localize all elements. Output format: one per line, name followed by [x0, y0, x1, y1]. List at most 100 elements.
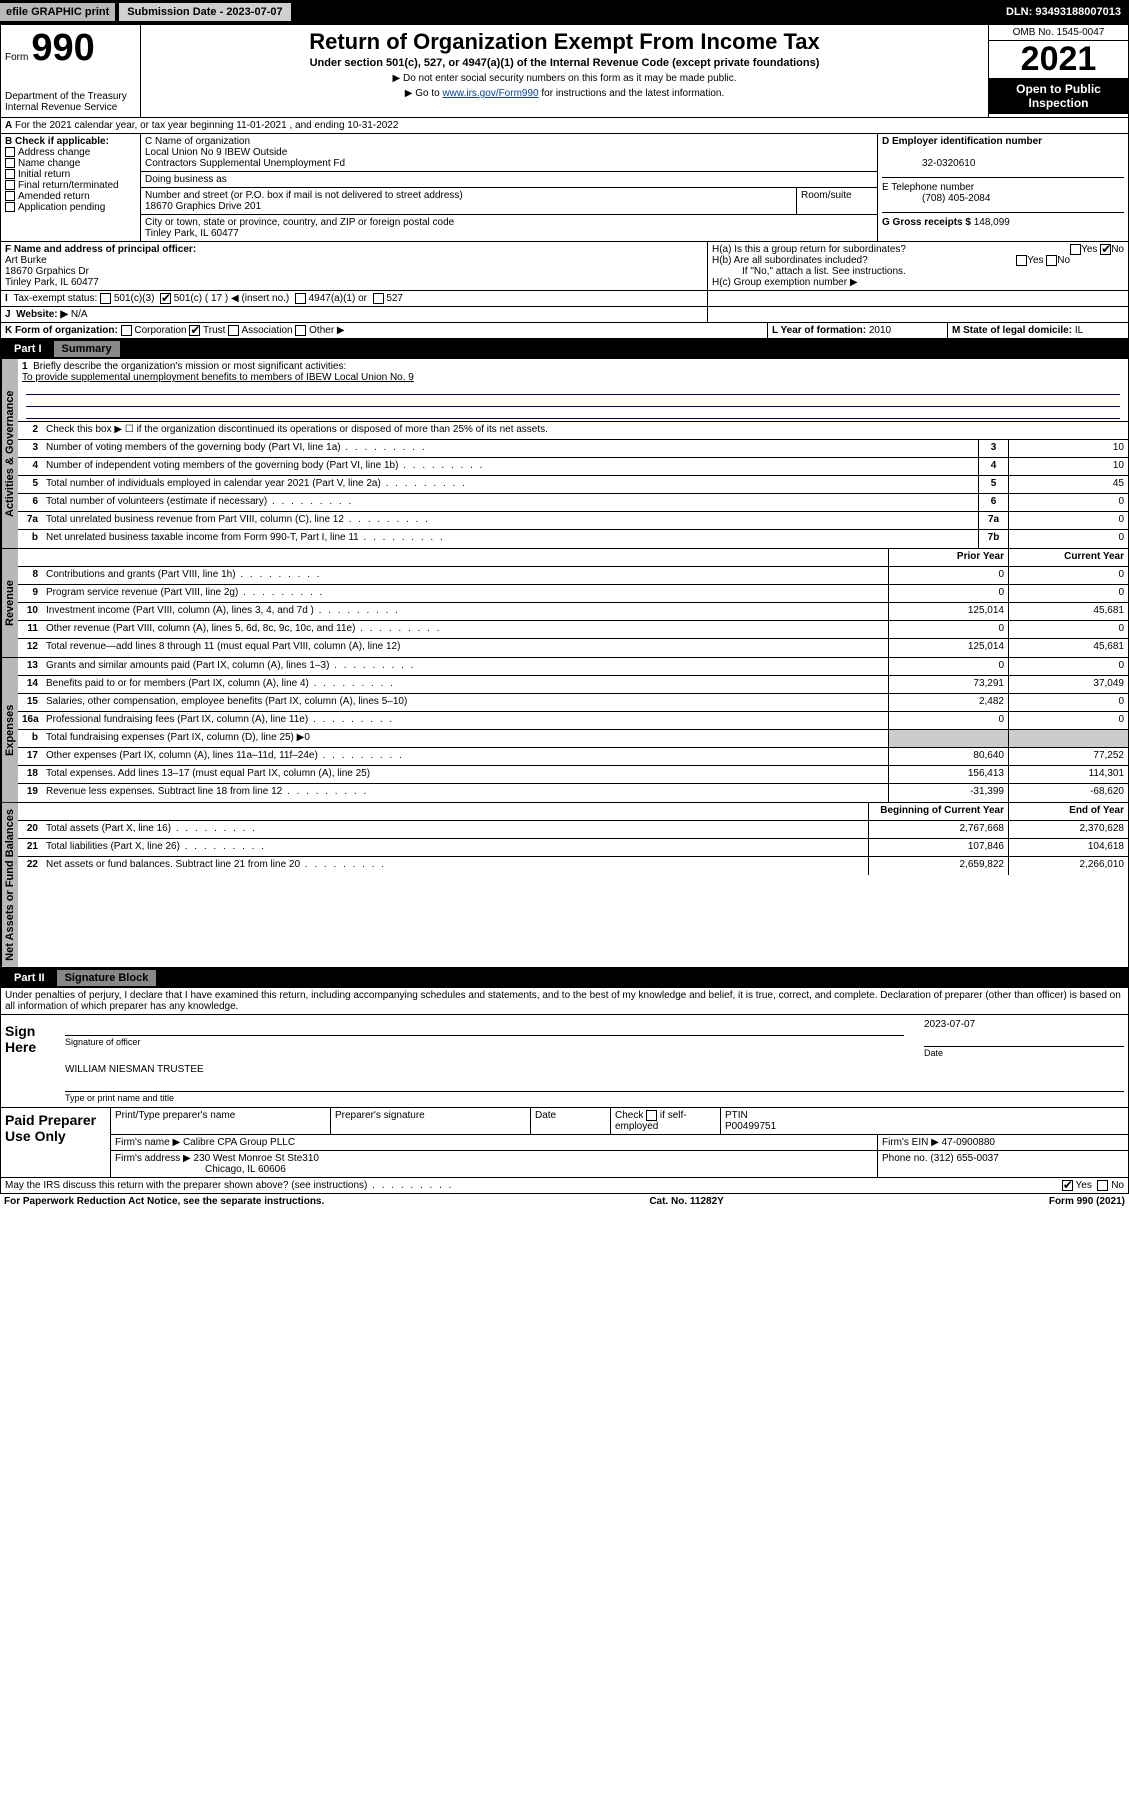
org-name-2: Contractors Supplemental Unemployment Fd [145, 158, 345, 169]
ck-501c[interactable] [160, 293, 171, 304]
expenses-section: Expenses 13Grants and similar amounts pa… [0, 658, 1129, 803]
ck-corp[interactable] [121, 325, 132, 336]
discuss-yes[interactable] [1062, 1180, 1073, 1191]
discuss-q: May the IRS discuss this return with the… [5, 1180, 1062, 1191]
l6: Total number of volunteers (estimate if … [42, 494, 978, 511]
discuss-no[interactable] [1097, 1180, 1108, 1191]
c15: 0 [1008, 694, 1128, 711]
checkbox-final-return[interactable] [5, 180, 15, 190]
pra-notice: For Paperwork Reduction Act Notice, see … [4, 1196, 324, 1207]
row-fh: F Name and address of principal officer:… [0, 242, 1129, 291]
c10: 45,681 [1008, 603, 1128, 620]
firm-ein: 47-0900880 [942, 1137, 995, 1148]
irs-link[interactable]: www.irs.gov/Form990 [442, 88, 538, 99]
v7b: 0 [1008, 530, 1128, 548]
hc-label: H(c) Group exemption number ▶ [712, 277, 858, 288]
p12: 125,014 [888, 639, 1008, 657]
lbl-501c: 501(c) ( 17 ) ◀ (insert no.) [174, 293, 290, 304]
row-i: I Tax-exempt status: 501(c)(3) 501(c) ( … [0, 291, 1129, 307]
ck-4947[interactable] [295, 293, 306, 304]
v4: 10 [1008, 458, 1128, 475]
website-value: N/A [71, 309, 88, 320]
l17: Other expenses (Part IX, column (A), lin… [42, 748, 888, 765]
l20: Total assets (Part X, line 16) [42, 821, 868, 838]
officer-name: Art Burke [5, 255, 47, 266]
footer: For Paperwork Reduction Act Notice, see … [0, 1194, 1129, 1209]
ck-527[interactable] [373, 293, 384, 304]
c22: 2,266,010 [1008, 857, 1128, 875]
l5: Total number of individuals employed in … [42, 476, 978, 493]
firm-addr2: Chicago, IL 60606 [205, 1164, 286, 1175]
hb-yes-lbl: Yes [1027, 255, 1043, 266]
checkbox-amended[interactable] [5, 191, 15, 201]
cb-label-3: Final return/terminated [18, 180, 119, 191]
tab-revenue: Revenue [1, 549, 18, 657]
ck-assoc[interactable] [228, 325, 239, 336]
l21: Total liabilities (Part X, line 26) [42, 839, 868, 856]
hb-yes[interactable] [1016, 255, 1027, 266]
penalty-text: Under penalties of perjury, I declare th… [0, 988, 1129, 1015]
part2-header: Part II Signature Block [0, 968, 1129, 988]
subtitle-2a: ▶ Do not enter social security numbers o… [147, 73, 982, 84]
p17: 80,640 [888, 748, 1008, 765]
website-label: Website: ▶ [16, 309, 68, 320]
ck-501c3[interactable] [100, 293, 111, 304]
gross-value: 148,099 [974, 217, 1010, 228]
c17: 77,252 [1008, 748, 1128, 765]
discuss-row: May the IRS discuss this return with the… [0, 1178, 1129, 1194]
c16a: 0 [1008, 712, 1128, 729]
ck-self-employed[interactable] [646, 1110, 657, 1121]
lbl-corp: Corporation [134, 325, 186, 336]
l11: Other revenue (Part VIII, column (A), li… [42, 621, 888, 638]
ha-no[interactable] [1100, 244, 1111, 255]
lbl-527: 527 [386, 293, 403, 304]
c19: -68,620 [1008, 784, 1128, 802]
line-a-text: For the 2021 calendar year, or tax year … [15, 120, 398, 131]
ha-label: H(a) Is this a group return for subordin… [712, 244, 906, 255]
tab-activities: Activities & Governance [1, 359, 18, 548]
ha-yes[interactable] [1070, 244, 1081, 255]
checkbox-address-change[interactable] [5, 147, 15, 157]
ck-trust[interactable] [189, 325, 200, 336]
c-name-label: C Name of organization [145, 136, 250, 147]
activities-section: Activities & Governance 1 Briefly descri… [0, 359, 1129, 549]
room-label: Room/suite [797, 188, 877, 214]
firm-ein-label: Firm's EIN ▶ [882, 1137, 942, 1148]
dba-label: Doing business as [145, 174, 227, 185]
mission-line [26, 395, 1120, 407]
l2: Check this box ▶ ☐ if the organization d… [42, 422, 1128, 439]
v7a: 0 [1008, 512, 1128, 529]
ptin-label: PTIN [725, 1110, 748, 1121]
c11: 0 [1008, 621, 1128, 638]
cat-no: Cat. No. 11282Y [649, 1196, 723, 1207]
street-address: 18670 Graphics Drive 201 [145, 201, 261, 212]
ein-label: D Employer identification number [882, 136, 1042, 147]
hb-no[interactable] [1046, 255, 1057, 266]
firm-phone: (312) 655-0037 [930, 1153, 998, 1164]
part2-name: Part II [6, 970, 53, 986]
checkbox-pending[interactable] [5, 202, 15, 212]
checkbox-initial-return[interactable] [5, 169, 15, 179]
officer-printed-name: WILLIAM NIESMAN TRUSTEE [65, 1064, 204, 1075]
p9: 0 [888, 585, 1008, 602]
discuss-yes-lbl: Yes [1076, 1180, 1092, 1191]
l8: Contributions and grants (Part VIII, lin… [42, 567, 888, 584]
part2-title: Signature Block [57, 970, 157, 986]
l15: Salaries, other compensation, employee b… [42, 694, 888, 711]
officer-city: Tinley Park, IL 60477 [5, 277, 99, 288]
checkbox-name-change[interactable] [5, 158, 15, 168]
prep-h3: Date [531, 1108, 611, 1134]
sig-date-val: 2023-07-07 [924, 1019, 975, 1030]
form-title: Return of Organization Exempt From Incom… [147, 29, 982, 55]
hb-label: H(b) Are all subordinates included? [712, 255, 868, 266]
top-bar: efile GRAPHIC print Submission Date - 20… [0, 0, 1129, 24]
city-value: Tinley Park, IL 60477 [145, 228, 239, 239]
k-label: K Form of organization: [5, 325, 118, 336]
grey-cell [1008, 730, 1128, 747]
l1-label: Briefly describe the organization's miss… [33, 361, 346, 372]
ck-other[interactable] [295, 325, 306, 336]
form-number: 990 [31, 27, 94, 69]
p14: 73,291 [888, 676, 1008, 693]
c12: 45,681 [1008, 639, 1128, 657]
col-boy: Beginning of Current Year [868, 803, 1008, 820]
